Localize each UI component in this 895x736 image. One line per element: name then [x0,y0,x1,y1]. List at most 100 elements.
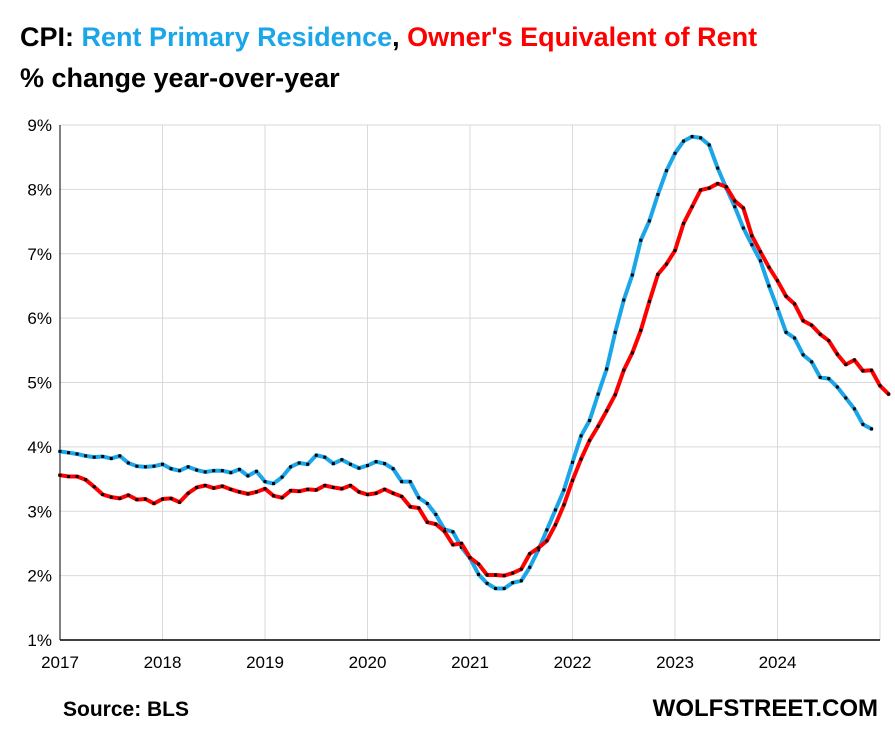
data-point-rent [528,565,532,569]
data-point-oer [297,489,301,493]
data-point-rent [758,259,762,263]
x-tick-label: 2020 [349,653,387,672]
data-point-oer [733,199,737,203]
data-point-rent [331,462,335,466]
series-lines [58,134,891,591]
data-point-oer [536,546,540,550]
data-point-rent [827,377,831,381]
data-point-rent [511,581,515,585]
data-point-rent [639,238,643,242]
data-point-oer [135,498,139,502]
data-point-oer [673,249,677,253]
data-point-rent [605,367,609,371]
y-tick-label: 6% [27,309,52,328]
data-point-rent [203,470,207,474]
data-point-rent [84,454,88,458]
data-point-rent [477,572,481,576]
data-point-oer [434,522,438,526]
data-point-rent [810,360,814,364]
y-tick-label: 1% [27,631,52,650]
data-point-rent [579,434,583,438]
data-point-rent [545,528,549,532]
data-point-oer [186,491,190,495]
data-point-rent [630,273,634,277]
title-prefix: CPI: [20,22,82,52]
data-point-oer [835,352,839,356]
y-tick-label: 5% [27,374,52,393]
title-series-rent: Rent Primary Residence [81,22,393,52]
data-point-rent [613,330,617,334]
data-point-oer [613,393,617,397]
data-point-oer [340,487,344,491]
data-point-rent [383,462,387,466]
data-point-rent [801,353,805,357]
data-point-rent [263,480,267,484]
data-point-rent [391,467,395,471]
data-point-rent [306,462,310,466]
data-point-oer [118,496,122,500]
data-point-oer [195,485,199,489]
data-point-oer [109,495,113,499]
data-point-rent [750,243,754,247]
data-point-oer [178,500,182,504]
data-point-rent [408,480,412,484]
data-point-oer [639,328,643,332]
series-line-rent [58,134,874,591]
data-point-rent [835,385,839,389]
data-point-oer [314,488,318,492]
data-point-rent [664,169,668,173]
y-tick-label: 8% [27,180,52,199]
data-point-oer [468,556,472,560]
data-point-rent [656,193,660,197]
data-point-oer [844,362,848,366]
data-point-oer [707,186,711,190]
data-point-oer [152,502,156,506]
data-point-oer [237,490,241,494]
data-point-oer [143,497,147,501]
data-point-rent [366,464,369,468]
data-point-rent [152,464,156,468]
data-point-rent [126,461,130,465]
data-point-rent [741,226,745,230]
data-point-rent [553,508,557,512]
data-point-oer [84,478,88,482]
data-point-oer [869,368,873,372]
data-point-rent [272,482,276,486]
data-point-oer [417,506,421,510]
data-point-rent [280,475,284,479]
data-point-oer [366,493,369,497]
data-point-rent [767,284,771,288]
data-point-rent [485,581,489,585]
data-point-oer [348,484,352,487]
data-point-oer [861,369,865,373]
data-point-oer [827,339,831,343]
data-point-rent [425,502,429,506]
data-point-oer [690,205,694,209]
data-point-rent [622,298,626,302]
data-point-rent [186,465,190,469]
data-point-rent [118,454,122,458]
data-point-rent [143,465,147,469]
data-point-rent [75,452,79,456]
data-point-oer [101,493,105,497]
data-point-oer [451,543,455,547]
y-tick-label: 7% [27,245,52,264]
data-point-rent [451,530,455,534]
data-point-oer [588,438,592,442]
data-point-rent [869,427,873,431]
x-tick-label: 2024 [759,653,797,672]
data-point-oer [630,351,634,355]
data-point-oer [793,302,797,306]
data-point-rent [494,587,498,590]
data-point-oer [716,182,720,186]
x-tick-label: 2018 [144,653,182,672]
x-tick-label: 2017 [41,653,79,672]
data-point-rent [417,496,421,500]
data-point-oer [67,474,71,478]
data-point-rent [682,139,686,143]
data-point-rent [297,461,301,465]
data-point-rent [519,579,523,583]
data-point-rent [348,462,352,466]
data-point-oer [784,294,788,298]
data-point-oer [750,234,754,238]
